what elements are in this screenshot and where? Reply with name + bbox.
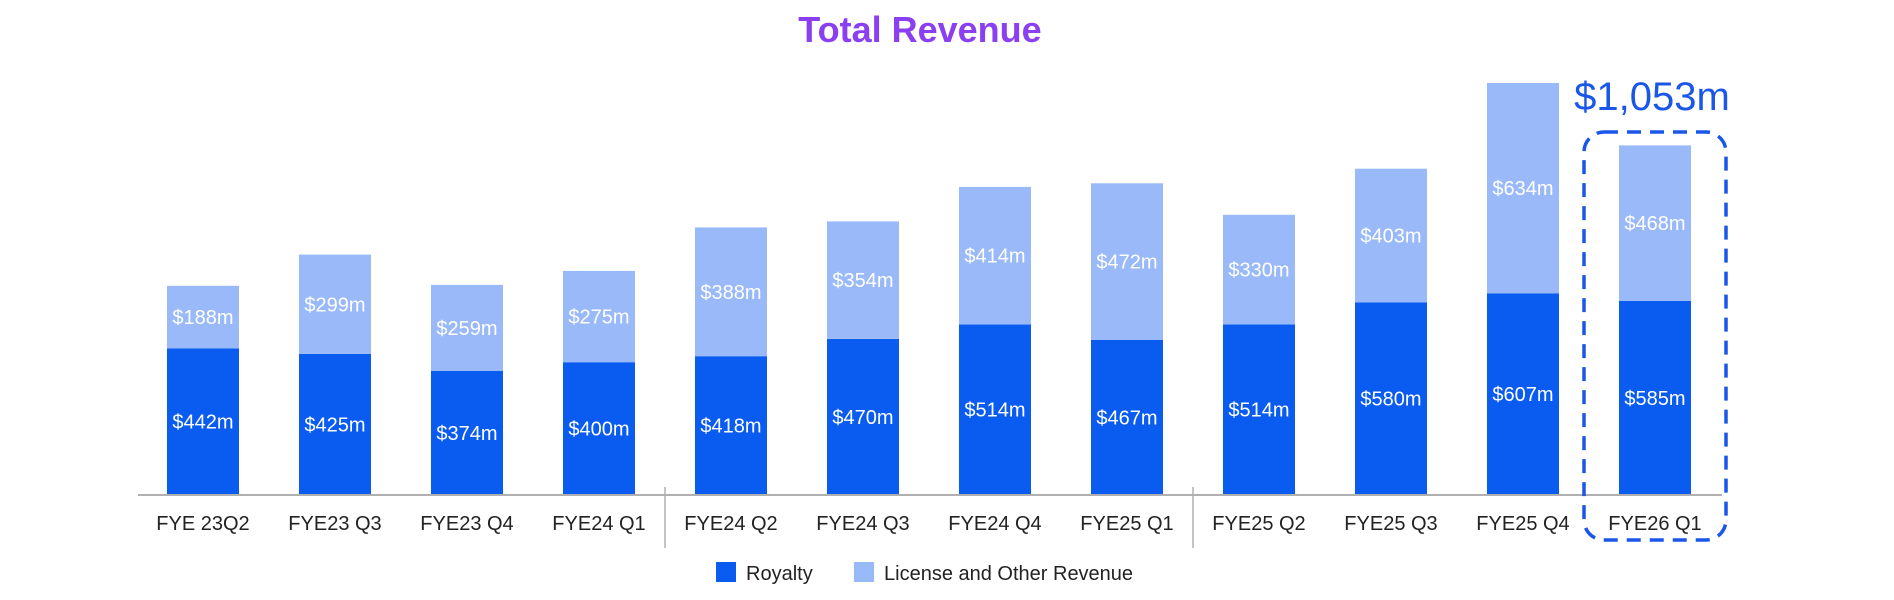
data-label-license-1: $299m <box>304 294 365 316</box>
bar-royalty-11 <box>1619 300 1691 495</box>
bars-group <box>167 83 1691 495</box>
bar-license-0 <box>167 285 239 349</box>
bar-license-10 <box>1487 83 1559 294</box>
bar-royalty-8 <box>1223 324 1295 495</box>
bar-license-11 <box>1619 145 1691 301</box>
category-label-6: FYE24 Q4 <box>948 513 1041 535</box>
data-label-royalty-5: $470m <box>832 407 893 429</box>
category-label-2: FYE23 Q4 <box>420 513 513 535</box>
bar-license-2 <box>431 284 503 371</box>
category-label-4: FYE24 Q2 <box>684 513 777 535</box>
bar-royalty-2 <box>431 370 503 495</box>
bar-license-8 <box>1223 214 1295 325</box>
category-label-8: FYE25 Q2 <box>1212 513 1305 535</box>
bar-license-7 <box>1091 183 1163 340</box>
category-label-7: FYE25 Q1 <box>1080 513 1173 535</box>
segment-labels-group: $442m $188m $425m $299m $374m $259m $400m $275m… <box>172 178 1685 445</box>
chart-title: Total Revenue <box>798 9 1041 50</box>
category-label-3: FYE24 Q1 <box>552 513 645 535</box>
bar-royalty-1 <box>299 353 371 495</box>
category-label-10: FYE25 Q4 <box>1476 513 1569 535</box>
highlight-box <box>1582 130 1728 542</box>
data-label-license-2: $259m <box>436 318 497 340</box>
legend: Royalty License and Other Revenue <box>716 562 1133 585</box>
category-label-11: FYE26 Q1 <box>1608 513 1701 535</box>
category-label-0: FYE 23Q2 <box>156 513 249 535</box>
data-label-royalty-3: $400m <box>568 419 629 441</box>
bar-license-3 <box>563 270 635 363</box>
bar-royalty-5 <box>827 339 899 495</box>
bar-license-4 <box>695 227 767 357</box>
legend-label-license: License and Other Revenue <box>884 563 1133 585</box>
data-label-license-7: $472m <box>1096 252 1157 274</box>
bar-license-6 <box>959 186 1031 325</box>
bar-license-9 <box>1355 168 1427 303</box>
legend-swatch-royalty <box>716 562 736 582</box>
data-label-license-0: $188m <box>172 307 233 329</box>
highlight-group: $1,053m <box>1574 75 1730 542</box>
legend-label-royalty: Royalty <box>746 563 813 585</box>
data-label-royalty-2: $374m <box>436 423 497 445</box>
data-label-royalty-7: $467m <box>1096 408 1157 430</box>
category-label-9: FYE25 Q3 <box>1344 513 1437 535</box>
data-label-royalty-11: $585m <box>1624 388 1685 410</box>
x-axis: FYE 23Q2 FYE23 Q3 FYE23 Q4 FYE24 Q1 FYE24 Q2… <box>138 487 1722 548</box>
data-label-license-9: $403m <box>1360 226 1421 248</box>
data-label-license-3: $275m <box>568 307 629 329</box>
bar-royalty-0 <box>167 348 239 495</box>
data-label-royalty-10: $607m <box>1492 384 1553 406</box>
category-label-1: FYE23 Q3 <box>288 513 381 535</box>
data-label-license-5: $354m <box>832 270 893 292</box>
bar-royalty-4 <box>695 356 767 495</box>
data-label-royalty-4: $418m <box>700 416 761 438</box>
bar-royalty-6 <box>959 324 1031 495</box>
bar-license-5 <box>827 221 899 339</box>
bar-royalty-3 <box>563 362 635 495</box>
data-label-license-6: $414m <box>964 246 1025 268</box>
total-callout: $1,053m <box>1574 75 1730 119</box>
data-label-license-8: $330m <box>1228 260 1289 282</box>
data-label-royalty-8: $514m <box>1228 400 1289 422</box>
bar-royalty-10 <box>1487 293 1559 495</box>
data-label-royalty-6: $514m <box>964 400 1025 422</box>
data-label-royalty-1: $425m <box>304 415 365 437</box>
data-label-royalty-9: $580m <box>1360 389 1421 411</box>
bar-license-1 <box>299 254 371 354</box>
bar-royalty-7 <box>1091 340 1163 495</box>
legend-swatch-license <box>854 562 874 582</box>
category-label-5: FYE24 Q3 <box>816 513 909 535</box>
data-label-license-10: $634m <box>1492 178 1553 200</box>
bar-royalty-9 <box>1355 302 1427 495</box>
data-label-royalty-0: $442m <box>172 412 233 434</box>
data-label-license-4: $388m <box>700 282 761 304</box>
data-label-license-11: $468m <box>1624 213 1685 235</box>
